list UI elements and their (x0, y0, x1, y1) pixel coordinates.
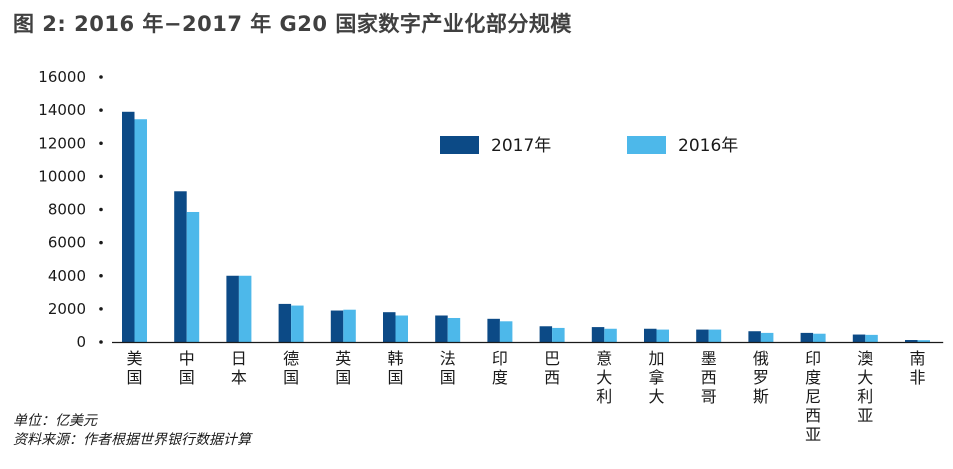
y-tick-label: 10000 (38, 167, 86, 185)
bar-2017-4 (330, 310, 344, 342)
y-tick-mark (99, 108, 103, 112)
y-tick-label: 12000 (38, 134, 86, 152)
bar-2016-6 (447, 317, 461, 342)
y-tick-label: 4000 (48, 267, 86, 285)
x-tick-label: 韩国 (387, 349, 403, 387)
x-tick-label: 印度 (492, 349, 508, 387)
x-tick-label: 英国 (335, 349, 351, 387)
bar-2017-7 (487, 318, 500, 342)
bar-2016-7 (499, 321, 513, 342)
legend-swatch-2017年 (440, 136, 479, 154)
y-tick-label: 16000 (38, 68, 86, 86)
x-tick-label: 巴西 (544, 349, 560, 387)
y-tick-label: 0 (76, 333, 86, 351)
bar-2016-4 (343, 309, 356, 342)
bar-2017-0 (122, 111, 135, 342)
bar-2017-9 (591, 327, 605, 342)
bar-2017-13 (800, 332, 814, 342)
bar-2016-5 (395, 315, 408, 342)
bar-2017-5 (383, 312, 396, 342)
bar-2016-15 (917, 340, 930, 342)
x-tick-label: 意大利 (596, 349, 612, 406)
x-tick-label: 法国 (440, 349, 456, 387)
y-tick-label: 2000 (48, 300, 86, 318)
bar-2016-8 (552, 327, 565, 342)
legend-swatch-2016年 (627, 136, 666, 154)
x-tick-label: 德国 (283, 349, 299, 387)
bar-2016-11 (708, 329, 722, 342)
bar-2016-3 (291, 305, 304, 342)
bar-series (122, 111, 930, 342)
y-tick-mark (99, 307, 103, 311)
bar-2016-0 (134, 119, 147, 342)
bar-2016-9 (604, 328, 617, 342)
y-tick-mark (99, 207, 103, 212)
bar-2017-6 (435, 315, 448, 342)
source-note: 资料来源：作者根据世界银行数据计算 (13, 432, 251, 448)
legend-label: 2016年 (678, 136, 738, 156)
x-tick-label: 印度尼西亚 (805, 349, 821, 444)
y-tick-label: 8000 (48, 201, 86, 219)
y-axis: 0 2000 4000 6000 8000 10000 12000 14000 16000 (38, 68, 103, 351)
bar-2017-3 (278, 303, 292, 342)
y-tick-mark (99, 240, 103, 245)
bar-2016-2 (238, 275, 252, 342)
y-tick-mark (99, 340, 103, 344)
y-tick-mark (99, 174, 103, 179)
chart-title: 图 2: 2016 年−2017 年 G20 国家数字产业化部分规模 (13, 12, 572, 36)
bar-2017-10 (644, 328, 657, 342)
bar-2017-11 (696, 329, 709, 342)
x-tick-label: 南非 (909, 349, 925, 387)
bar-2017-15 (905, 340, 918, 342)
y-tick-mark (99, 75, 103, 79)
bar-2016-1 (186, 211, 200, 342)
bar-2017-2 (226, 275, 239, 342)
legend-label: 2017年 (491, 136, 551, 156)
y-tick-label: 14000 (38, 101, 86, 119)
x-tick-label: 墨西哥 (701, 349, 717, 406)
bar-2016-14 (865, 334, 878, 342)
bar-2017-12 (748, 331, 761, 342)
bar-2017-14 (852, 334, 866, 342)
bar-2016-10 (656, 329, 669, 342)
x-tick-label: 澳大利亚 (857, 349, 873, 425)
bar-2017-8 (539, 326, 553, 342)
x-tick-label: 日本 (231, 349, 247, 387)
bar-2016-13 (813, 333, 826, 342)
x-tick-label: 美国 (126, 349, 142, 387)
bar-2016-12 (760, 332, 774, 342)
x-tick-label: 俄罗斯 (753, 349, 769, 406)
legend: 2017年 2016年 (440, 136, 738, 156)
x-tick-label: 中国 (179, 349, 195, 387)
bar-2017-1 (174, 191, 187, 342)
x-tick-label: 加拿大 (648, 349, 664, 406)
y-tick-mark (99, 141, 103, 146)
unit-note: 单位：亿美元 (13, 413, 97, 429)
y-tick-mark (99, 273, 103, 278)
y-tick-label: 6000 (48, 234, 86, 252)
